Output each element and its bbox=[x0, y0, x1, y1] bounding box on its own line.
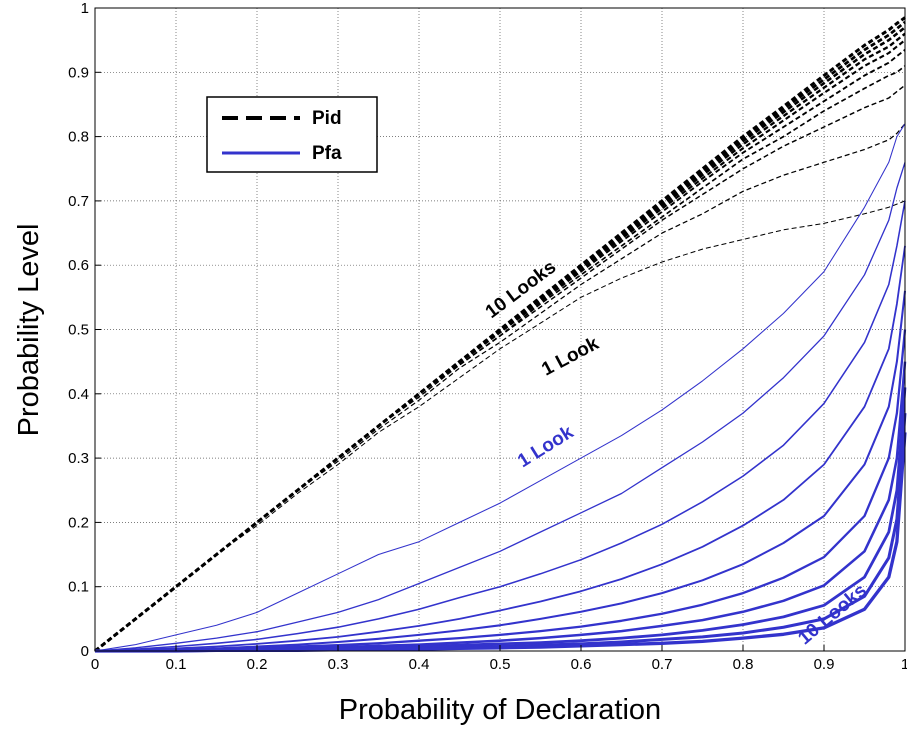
x-tick-label: 0.8 bbox=[733, 656, 754, 673]
pid-line-4-looks bbox=[94, 65, 906, 652]
pid-line-5-looks bbox=[94, 49, 906, 652]
y-tick-label: 0.6 bbox=[68, 257, 89, 274]
y-tick-label: 0.9 bbox=[68, 64, 89, 81]
pfa-line-10-looks bbox=[95, 432, 907, 653]
pid-line-10-looks bbox=[94, 16, 906, 653]
y-tick-label: 0.3 bbox=[68, 450, 89, 467]
x-tick-label: 0.7 bbox=[652, 656, 673, 673]
pid-line-7-looks bbox=[94, 32, 906, 652]
pfa-line-9-looks bbox=[95, 412, 907, 653]
x-tick-label: 0.2 bbox=[247, 656, 268, 673]
x-tick-label: 0.6 bbox=[571, 656, 592, 673]
x-tick-label: 1 bbox=[901, 656, 907, 673]
legend-label-pfa: Pfa bbox=[312, 143, 342, 164]
pid-line-1-looks bbox=[94, 200, 906, 652]
x-tick-label: 0.3 bbox=[328, 656, 349, 673]
annotation-label: 1 Look bbox=[538, 333, 602, 380]
pfa-line-2-looks bbox=[94, 162, 906, 652]
pfa-line-1-looks bbox=[94, 123, 906, 652]
y-tick-label: 0.7 bbox=[68, 193, 89, 210]
y-axis-label: Probability Level bbox=[13, 224, 45, 437]
x-tick-label: 0 bbox=[91, 656, 99, 673]
pid-line-3-looks bbox=[94, 84, 906, 652]
y-tick-label: 0.8 bbox=[68, 129, 89, 146]
pid-line-2-looks bbox=[94, 123, 906, 652]
annotation-label: 1 Look bbox=[514, 422, 577, 472]
y-tick-label: 0.4 bbox=[68, 386, 89, 403]
legend-box bbox=[206, 96, 378, 173]
ticks: 0 0.1 0.2 0.3 0.4 0.5 0.6 0.7 0.8 0.9 1 0 0.1 0.2 0.3 0… bbox=[68, 0, 907, 673]
x-axis-label: Probability of Declaration bbox=[339, 694, 661, 726]
y-tick-label: 0.2 bbox=[68, 514, 89, 531]
y-tick-label: 0.5 bbox=[68, 322, 89, 339]
pfa-line-4-looks bbox=[94, 245, 906, 652]
pfa-line-3-looks bbox=[94, 200, 906, 652]
x-tick-label: 0.9 bbox=[814, 656, 835, 673]
series-layer bbox=[94, 16, 907, 653]
x-tick-label: 0.5 bbox=[490, 656, 511, 673]
y-tick-label: 0.1 bbox=[68, 579, 89, 596]
legend: Pid Pfa bbox=[206, 96, 378, 173]
legend-label-pid: Pid bbox=[312, 108, 342, 129]
x-tick-label: 0.4 bbox=[409, 656, 430, 673]
annotation-label: 10 Looks bbox=[794, 580, 871, 649]
y-tick-label: 1 bbox=[81, 0, 89, 17]
x-tick-label: 0.1 bbox=[166, 656, 187, 673]
y-tick-label: 0 bbox=[81, 643, 89, 660]
